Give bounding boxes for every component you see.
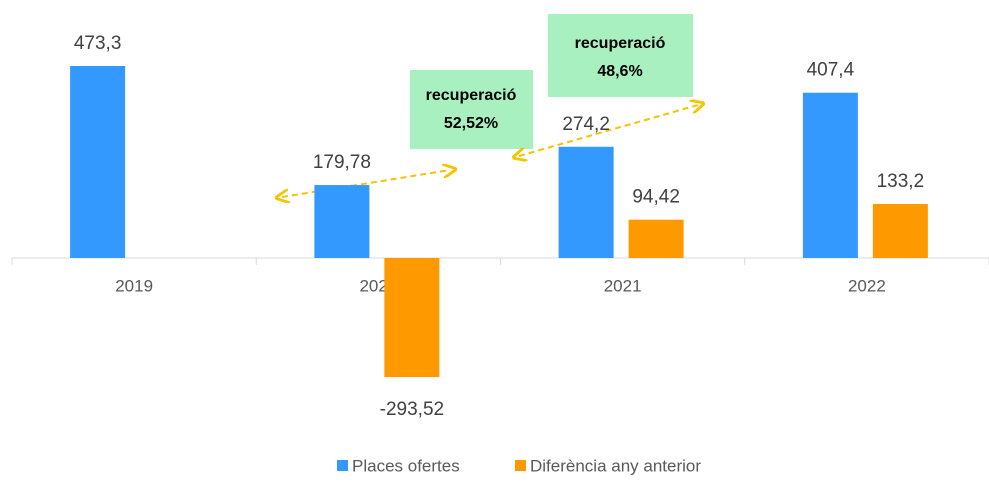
annotation-text: recuperació [575, 35, 666, 52]
data-label: 133,2 [877, 171, 925, 192]
legend-label: Diferència any anterior [530, 456, 701, 475]
annotation-text: 48,6% [597, 63, 642, 80]
x-tick-label: 2022 [848, 276, 886, 295]
data-label: -293,52 [380, 399, 444, 420]
bar [314, 185, 370, 258]
bar [558, 146, 614, 258]
data-label: 473,3 [74, 33, 122, 54]
bar [872, 203, 928, 258]
data-label: 94,42 [632, 187, 680, 208]
data-label: 274,2 [562, 114, 610, 135]
annotation-box [548, 14, 693, 97]
x-tick-label: 2019 [115, 276, 153, 295]
legend-label: Places ofertes [352, 456, 460, 475]
annotation-text: recuperació [426, 87, 517, 104]
bar [384, 258, 440, 378]
annotation-text: 52,52% [444, 115, 498, 132]
bar [628, 219, 684, 258]
data-label: 179,78 [313, 152, 371, 173]
legend-swatch [337, 460, 348, 471]
bar [802, 92, 858, 258]
arrow [519, 105, 698, 156]
arrow [282, 170, 450, 197]
bar [70, 66, 126, 258]
annotation-box [410, 70, 533, 149]
legend-swatch [515, 460, 526, 471]
x-tick-label: 2021 [604, 276, 642, 295]
data-label: 407,4 [807, 60, 855, 81]
